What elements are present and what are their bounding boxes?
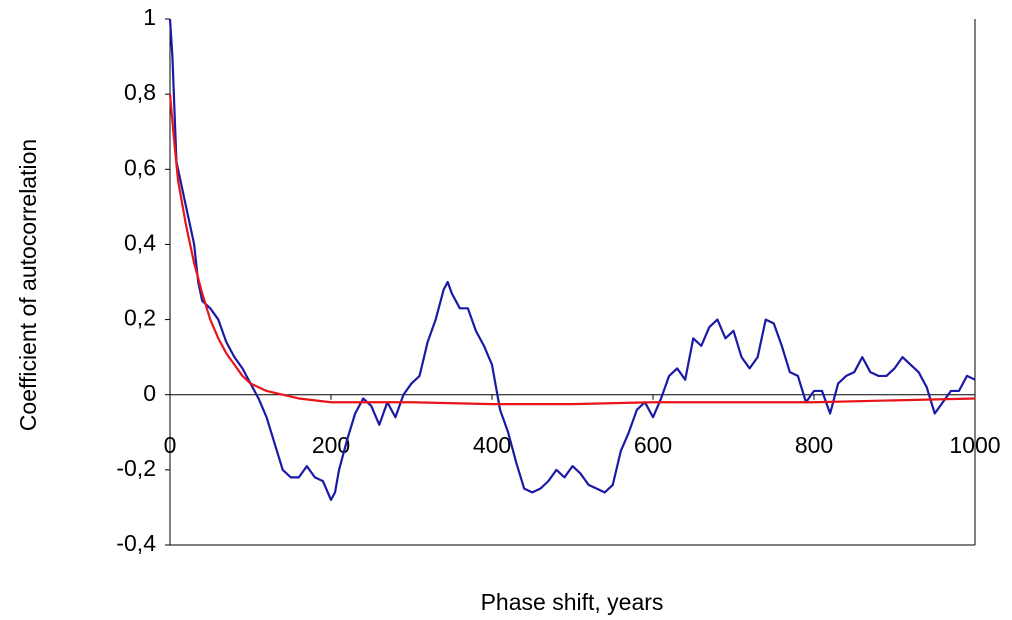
y-tick-label: 0 xyxy=(143,380,156,406)
y-tick-label: 0,4 xyxy=(124,230,156,256)
series-line xyxy=(168,18,976,502)
y-tick-label: 0,8 xyxy=(124,79,156,105)
y-tick-label: 0,2 xyxy=(124,305,156,331)
y-tick-label: -0,4 xyxy=(116,530,156,556)
series-line xyxy=(168,94,976,406)
y-tick-label: 0,6 xyxy=(124,154,156,180)
x-tick-label: 0 xyxy=(164,432,177,458)
y-axis-label: Coefficient of autocorrelation xyxy=(15,139,41,431)
x-tick-label: 800 xyxy=(795,432,833,458)
x-tick-label: 400 xyxy=(473,432,511,458)
y-tick-label: -0,2 xyxy=(116,455,156,481)
x-tick-label: 1000 xyxy=(949,432,1000,458)
x-axis-label: Phase shift, years xyxy=(481,589,664,615)
x-tick-label: 600 xyxy=(634,432,672,458)
y-tick-label: 1 xyxy=(143,4,156,30)
